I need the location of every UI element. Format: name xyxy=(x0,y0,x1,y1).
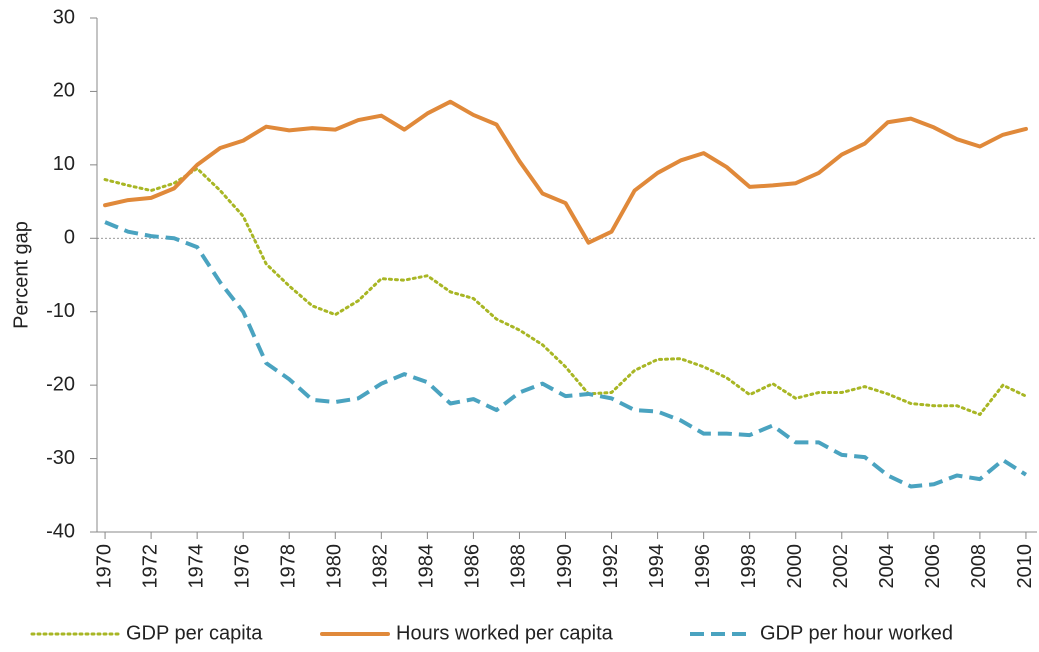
y-axis-label: Percent gap xyxy=(10,221,32,329)
legend-label: GDP per capita xyxy=(126,622,263,644)
series-line xyxy=(104,220,1028,489)
x-tick-label: 1970 xyxy=(93,544,115,589)
x-tick-label: 1974 xyxy=(185,544,207,589)
x-tick-label: 2006 xyxy=(922,544,944,589)
x-tick-label: 1988 xyxy=(508,544,530,589)
legend-label: GDP per hour worked xyxy=(760,622,953,644)
x-tick-label: 1990 xyxy=(554,544,576,589)
x-tick-label: 1976 xyxy=(231,544,253,589)
x-tick-label: 1972 xyxy=(139,544,161,589)
y-tick-label: -30 xyxy=(46,447,75,469)
x-tick-label: 2004 xyxy=(876,544,898,589)
series-line xyxy=(103,99,1028,245)
y-tick-label: -20 xyxy=(46,373,75,395)
y-tick-label: 10 xyxy=(53,153,75,175)
x-tick-label: 1998 xyxy=(738,544,760,589)
x-tick-label: 2010 xyxy=(1014,544,1036,589)
x-tick-label: 1982 xyxy=(370,544,392,589)
y-tick-label: 20 xyxy=(53,80,75,102)
y-tick-label: 30 xyxy=(53,6,75,28)
legend-label: Hours worked per capita xyxy=(396,622,614,644)
x-tick-label: 1978 xyxy=(278,544,300,589)
y-tick-label: -10 xyxy=(46,300,75,322)
x-tick-label: 1994 xyxy=(646,544,668,589)
x-tick-label: 1996 xyxy=(692,544,714,589)
x-tick-label: 2008 xyxy=(968,544,990,589)
y-tick-label: -40 xyxy=(46,520,75,542)
x-tick-label: 2002 xyxy=(830,544,852,589)
x-tick-label: 2000 xyxy=(784,544,806,589)
y-tick-label: 0 xyxy=(64,227,75,249)
x-tick-label: 1984 xyxy=(416,544,438,589)
x-tick-label: 1980 xyxy=(324,544,346,589)
series-line xyxy=(103,167,1028,417)
x-tick-label: 1986 xyxy=(462,544,484,589)
x-tick-label: 1992 xyxy=(600,544,622,589)
